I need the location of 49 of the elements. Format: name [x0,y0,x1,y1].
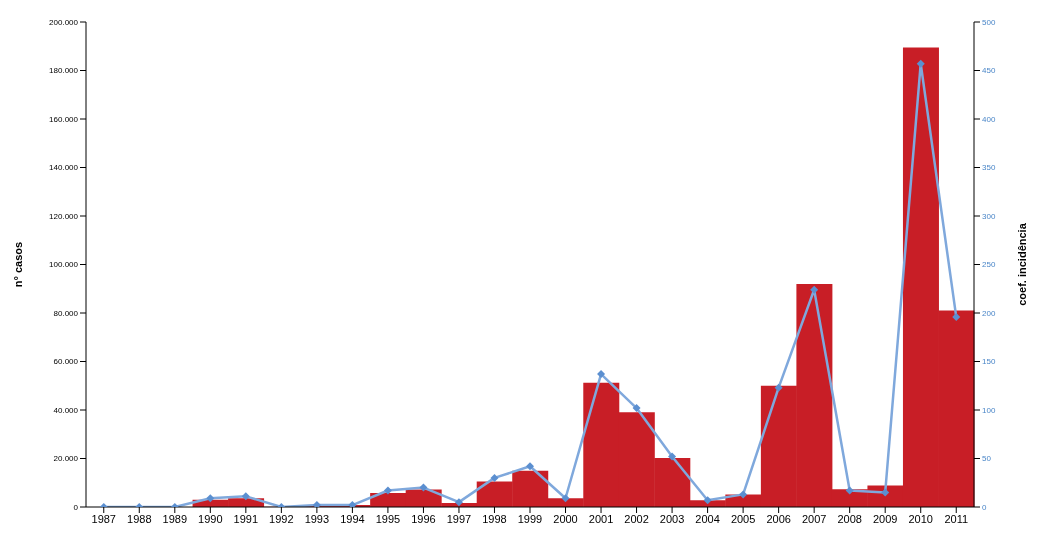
y-tick-label: 0 [73,502,79,512]
x-tick-label: 1993 [304,512,330,525]
x-tick-label: 1991 [233,512,259,525]
x-tick-label: 1987 [91,512,116,525]
x-tick-label: 1995 [375,512,401,525]
y-tick-label: 200.000 [49,17,79,27]
y2-tick-label: 50 [982,454,992,464]
x-tick-label: 2007 [801,512,827,525]
y2-tick-label: 450 [982,66,996,76]
x-tick-label: 2010 [908,512,933,525]
x-tick-label: 2006 [766,512,791,525]
y-tick-label: 60.000 [53,357,79,367]
x-tick-label: 1992 [269,512,294,525]
y-tick-label: 100.000 [49,260,79,270]
x-tick-label: 1997 [446,512,472,525]
x-tick-label: 2004 [695,512,720,525]
y2-tick-label: 0 [982,502,987,512]
y2-tick-label: 300 [982,211,996,221]
y2-axis-title: coef. incidência [1015,222,1028,306]
y2-tick-label: 100 [982,405,996,415]
y2-tick-label: 150 [982,357,996,367]
x-tick-label: 2000 [553,512,578,525]
y-tick-label: 20.000 [53,454,79,464]
x-tick-label: 1994 [340,512,365,525]
y-tick-label: 180.000 [49,66,79,76]
y-tick-label: 40.000 [53,405,79,415]
x-tick-label: 2011 [944,512,969,525]
x-tick-label: 2003 [659,512,685,525]
x-tick-label: 2001 [588,512,614,525]
y2-tick-label: 400 [982,114,996,124]
y2-tick-label: 200 [982,308,996,318]
y-axis-title: n° casos [11,241,24,288]
y2-tick-label: 350 [982,163,996,173]
y-tick-label: 120.000 [49,211,79,221]
x-tick-label: 1999 [517,512,543,525]
x-tick-label: 1988 [127,512,152,525]
x-tick-label: 1990 [198,512,223,525]
y-tick-label: 80.000 [53,308,79,318]
x-tick-label: 1989 [162,512,188,525]
y2-tick-label: 250 [982,260,996,270]
y-tick-label: 140.000 [49,163,79,173]
x-tick-label: 2005 [730,512,756,525]
x-tick-label: 1996 [411,512,436,525]
y2-tick-label: 500 [982,17,996,27]
x-tick-label: 1998 [482,512,507,525]
x-tick-label: 2002 [624,512,649,525]
x-tick-label: 2009 [872,512,898,525]
y-tick-label: 160.000 [49,114,79,124]
x-tick-label: 2008 [837,512,862,525]
